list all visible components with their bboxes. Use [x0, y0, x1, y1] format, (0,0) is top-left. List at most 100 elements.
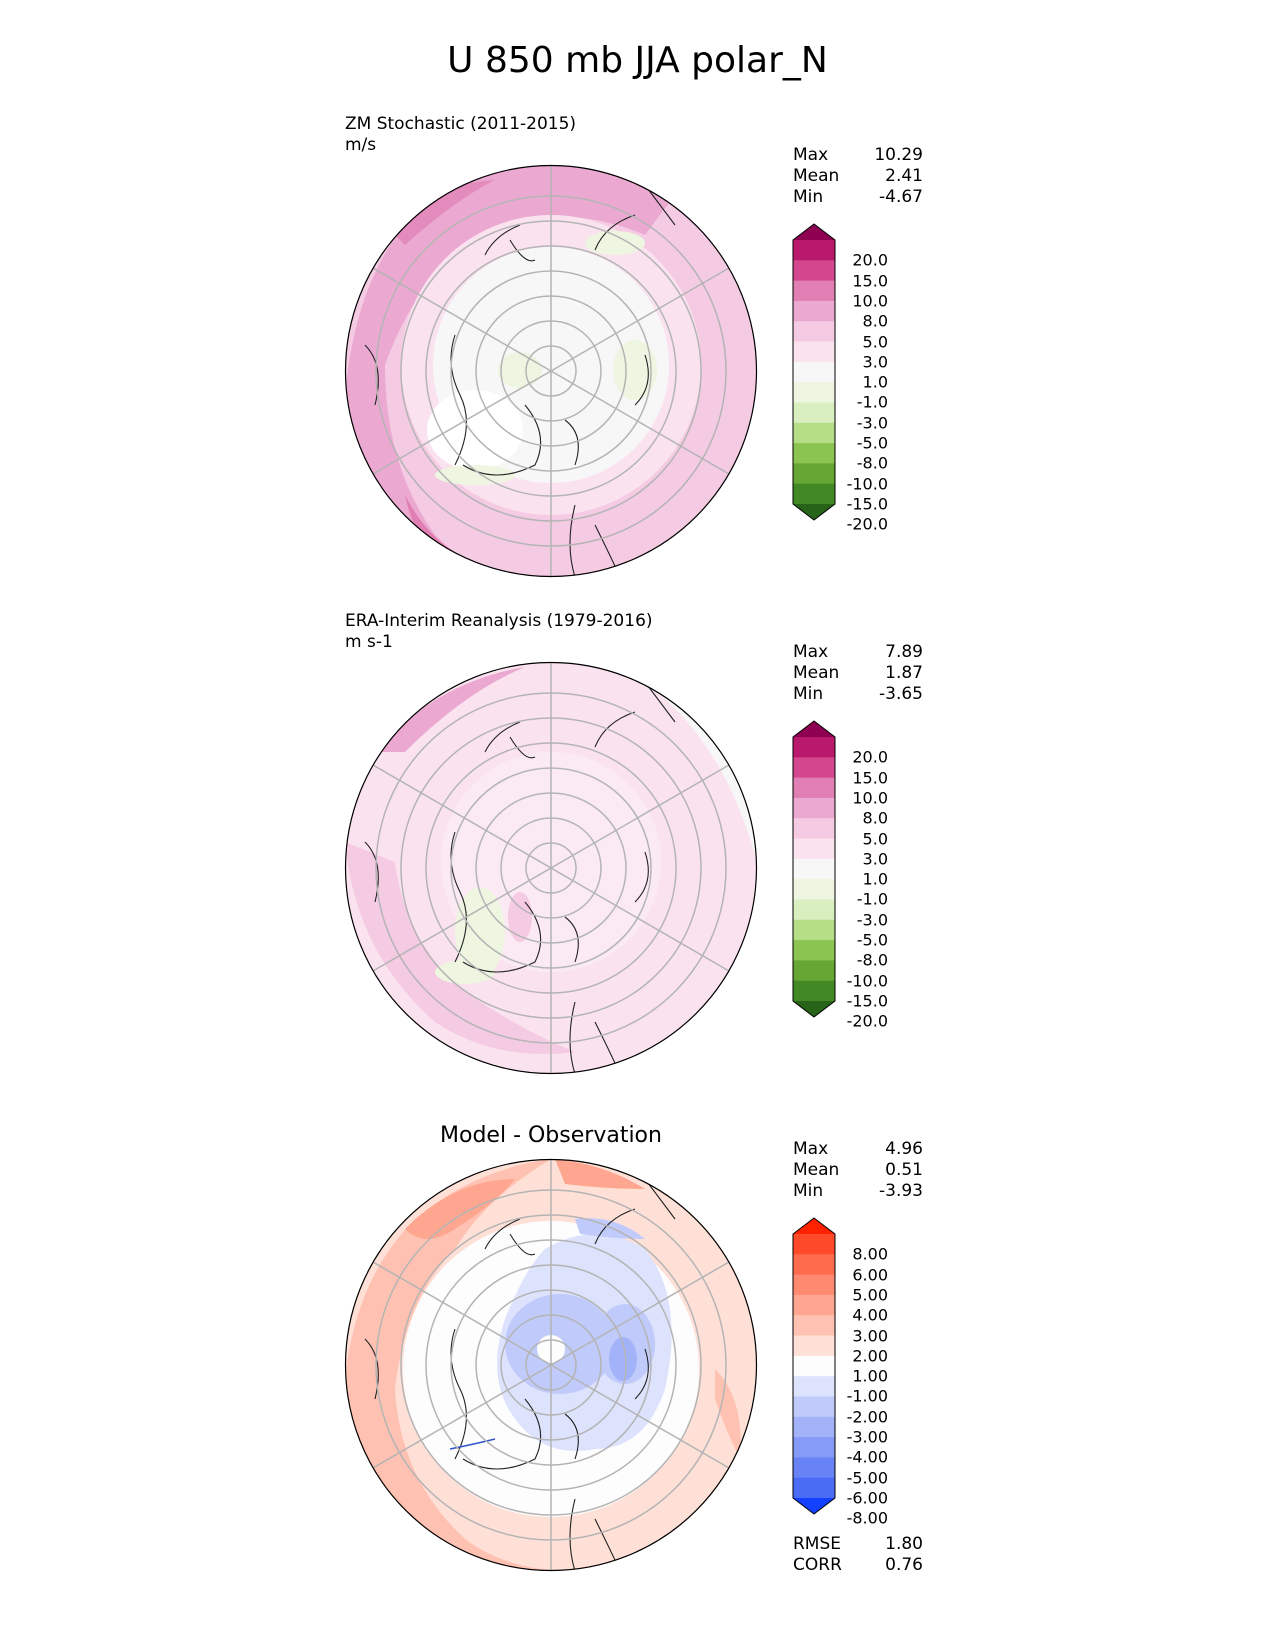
colorbar-segment [793, 1416, 835, 1438]
metric-rmse: RMSE 1.80 [793, 1534, 923, 1554]
colorbar-segment [793, 1437, 835, 1458]
colorbar-tick-label: -6.00 [846, 1488, 888, 1508]
colorbar-extend-top [793, 1218, 835, 1234]
stat-min: Min -3.93 [793, 1181, 923, 1201]
colorbar-segment [793, 1274, 835, 1296]
panel-3-colorbar [792, 1217, 836, 1515]
stat-max: Max 4.96 [793, 1139, 923, 1159]
panel-2-colorbar-ticks: 20.0 15.0 10.0 8.0 5.0 3.0 1.0 -1.0 -3.0 -5.0 -8.0… [818, 721, 888, 1031]
colorbar-tick-label: -5.0 [856, 930, 888, 950]
map-graticule [372, 1159, 730, 1571]
colorbar-segment [793, 1477, 835, 1499]
colorbar-outline [792, 720, 836, 1018]
map-coastlines [364, 184, 676, 577]
colorbar-tick-label: 15.0 [852, 271, 888, 291]
panel-3-title: Model - Observation [440, 1123, 662, 1148]
colorbar-tick-label: 8.0 [862, 808, 888, 828]
map-field-warm-band [345, 1159, 565, 1571]
colorbar-tick-label: -5.00 [846, 1468, 888, 1488]
colorbar-segment [793, 240, 835, 261]
map-field-warm-max [555, 1159, 645, 1189]
colorbar-segment [793, 757, 835, 779]
map-field-negative-patch [455, 887, 505, 977]
map-field-max-patch [385, 180, 495, 245]
colorbar-tick-label: -20.0 [846, 514, 888, 534]
colorbar-segment [793, 1234, 835, 1255]
stat-mean: Mean 0.51 [793, 1160, 923, 1180]
panel-1-colorbar [792, 223, 836, 521]
colorbar-segment [793, 341, 835, 363]
map-coastlines [364, 681, 676, 1074]
colorbar-tick-label: -5.0 [856, 433, 888, 453]
map-field-negative-patch [585, 231, 645, 255]
colorbar-tick-label: 5.0 [862, 332, 888, 352]
stat-max: Max 10.29 [793, 145, 923, 165]
map-field-mid [345, 842, 575, 1054]
colorbar-segment [793, 1376, 835, 1397]
colorbar-tick-label: 5.0 [862, 829, 888, 849]
colorbar-tick-label: 4.00 [852, 1305, 888, 1325]
colorbar-tick-label: 20.0 [852, 747, 888, 767]
colorbar-segment [793, 443, 835, 464]
panel-2-units: m s-1 [345, 632, 393, 652]
map-field-strong-band [345, 165, 675, 577]
colorbar-tick-label: 2.00 [852, 1346, 888, 1366]
colorbar-segment [793, 422, 835, 444]
panel-2-title: ERA-Interim Reanalysis (1979-2016) m s-1 [345, 611, 653, 653]
panel-1-stats: Max 10.29 Mean 2.41 Min -4.67 [793, 145, 923, 208]
map-graticule [372, 165, 730, 577]
colorbar-outline [792, 1217, 836, 1515]
colorbar-segment [793, 1315, 835, 1337]
colorbar-segment [793, 1396, 835, 1418]
stat-mean: Mean 2.41 [793, 166, 923, 186]
stat-min: Min -3.65 [793, 684, 923, 704]
map-coast-min-line [449, 1438, 496, 1450]
panel-2-stats: Max 7.89 Mean 1.87 Min -3.65 [793, 642, 923, 705]
panel-2-title-line1: ERA-Interim Reanalysis (1979-2016) [345, 611, 653, 631]
panel-3-colorbar-ticks: 8.00 6.00 5.00 4.00 3.00 2.00 1.00 -1.00 -2.00 -3… [818, 1218, 888, 1528]
panel-3-metrics: RMSE 1.80 CORR 0.76 [793, 1534, 923, 1576]
panel-1-title-line1: ZM Stochastic (2011-2015) [345, 114, 577, 134]
colorbar-segment [793, 980, 835, 1002]
colorbar-tick-label: -3.00 [846, 1427, 888, 1447]
map-field-negative-patch [498, 352, 542, 388]
map-field-positive-patch [508, 892, 532, 942]
colorbar-segment [793, 960, 835, 982]
colorbar-tick-label: -3.0 [856, 413, 888, 433]
panel-1-title: ZM Stochastic (2011-2015) m/s [345, 114, 576, 156]
colorbar-tick-label: 20.0 [852, 250, 888, 270]
colorbar-tick-label: 3.00 [852, 1326, 888, 1346]
panel-1-units: m/s [345, 135, 377, 155]
stat-mean: Mean 1.87 [793, 663, 923, 683]
colorbar-tick-label: 1.0 [862, 869, 888, 889]
colorbar-tick-label: -20.0 [846, 1011, 888, 1031]
map-field-strong-band [375, 667, 525, 752]
colorbar-segment [793, 879, 835, 900]
colorbar-tick-label: 1.00 [852, 1366, 888, 1386]
panel-1-colorbar-ticks: 20.0 15.0 10.0 8.0 5.0 3.0 1.0 -1.0 -3.0 -5.0 -8.0… [818, 224, 888, 534]
colorbar-tick-label: -15.0 [846, 494, 888, 514]
colorbar-segment [793, 838, 835, 860]
colorbar-segment [793, 919, 835, 941]
map-graticule [372, 662, 730, 1074]
colorbar-tick-label: -2.00 [846, 1407, 888, 1427]
panel-3-polar-map [344, 1158, 758, 1572]
colorbar-segment [793, 1457, 835, 1479]
colorbar-segment [793, 797, 835, 819]
colorbar-tick-label: -1.0 [856, 392, 888, 412]
colorbar-extend-bottom [793, 1498, 835, 1514]
colorbar-tick-label: 10.0 [852, 788, 888, 808]
colorbar-tick-label: 5.00 [852, 1285, 888, 1305]
stat-max: Max 7.89 [793, 642, 923, 662]
colorbar-segment [793, 361, 835, 383]
figure-title: U 850 mb JJA polar_N [447, 40, 828, 81]
colorbar-tick-label: -10.0 [846, 474, 888, 494]
stat-min: Min -4.67 [793, 187, 923, 207]
colorbar-segment [793, 899, 835, 921]
colorbar-segment [793, 858, 835, 880]
colorbar-tick-label: -1.0 [856, 889, 888, 909]
colorbar-segment [793, 280, 835, 302]
colorbar-segment [793, 321, 835, 343]
colorbar-extend-top [793, 224, 835, 240]
colorbar-segment [793, 402, 835, 424]
